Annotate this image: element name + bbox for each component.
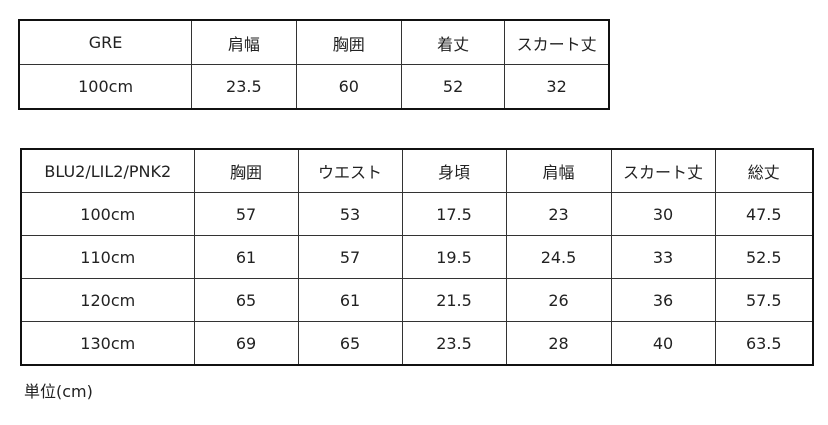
value-cell: 69 bbox=[193, 321, 299, 366]
value-cell: 40 bbox=[610, 321, 716, 366]
value-cell: 57.5 bbox=[714, 278, 814, 322]
value-cell: 26 bbox=[505, 278, 612, 322]
value-cell: 47.5 bbox=[714, 192, 814, 236]
table-row: 130cm 69 65 23.5 28 40 63.5 bbox=[20, 321, 814, 366]
header-cell: 身頃 bbox=[401, 148, 507, 193]
size-table-blu-lil-pnk: BLU2/LIL2/PNK2 胸囲 ウエスト 身頃 肩幅 スカート丈 総丈 100cm 57 53… bbox=[20, 148, 814, 366]
value-cell: 65 bbox=[297, 321, 403, 366]
header-cell: 胸囲 bbox=[193, 148, 299, 193]
header-cell: ウエスト bbox=[297, 148, 403, 193]
value-cell: 52.5 bbox=[714, 235, 814, 279]
header-cell: 胸囲 bbox=[295, 19, 403, 65]
header-cell: 肩幅 bbox=[505, 148, 612, 193]
size-cell: 100cm bbox=[20, 192, 195, 236]
table-row: 100cm 57 53 17.5 23 30 47.5 bbox=[20, 192, 814, 236]
value-cell: 19.5 bbox=[401, 235, 507, 279]
value-cell: 23.5 bbox=[401, 321, 507, 366]
value-cell: 60 bbox=[295, 64, 403, 110]
unit-note: 単位(cm) bbox=[24, 382, 93, 401]
value-cell: 23.5 bbox=[191, 64, 297, 110]
value-cell: 24.5 bbox=[505, 235, 612, 279]
header-cell: 着丈 bbox=[401, 19, 506, 65]
table-row: 100cm 23.5 60 52 32 bbox=[18, 64, 610, 110]
header-cell: スカート丈 bbox=[610, 148, 716, 193]
header-cell: GRE bbox=[18, 19, 193, 65]
value-cell: 23 bbox=[505, 192, 612, 236]
value-cell: 17.5 bbox=[401, 192, 507, 236]
value-cell: 30 bbox=[610, 192, 716, 236]
value-cell: 21.5 bbox=[401, 278, 507, 322]
table-row: 120cm 65 61 21.5 26 36 57.5 bbox=[20, 278, 814, 322]
header-row: GRE 肩幅 胸囲 着丈 スカート丈 bbox=[18, 19, 610, 65]
value-cell: 36 bbox=[610, 278, 716, 322]
header-cell: 肩幅 bbox=[191, 19, 297, 65]
size-cell: 110cm bbox=[20, 235, 195, 279]
size-table-gre: GRE 肩幅 胸囲 着丈 スカート丈 100cm 23.5 60 52 32 bbox=[18, 19, 610, 110]
value-cell: 28 bbox=[505, 321, 612, 366]
value-cell: 57 bbox=[297, 235, 403, 279]
header-cell: スカート丈 bbox=[504, 19, 610, 65]
value-cell: 65 bbox=[193, 278, 299, 322]
value-cell: 33 bbox=[610, 235, 716, 279]
value-cell: 32 bbox=[504, 64, 610, 110]
header-cell: 総丈 bbox=[714, 148, 814, 193]
value-cell: 61 bbox=[297, 278, 403, 322]
value-cell: 57 bbox=[193, 192, 299, 236]
size-cell: 120cm bbox=[20, 278, 195, 322]
size-cell: 130cm bbox=[20, 321, 195, 366]
table-row: 110cm 61 57 19.5 24.5 33 52.5 bbox=[20, 235, 814, 279]
value-cell: 61 bbox=[193, 235, 299, 279]
header-cell: BLU2/LIL2/PNK2 bbox=[20, 148, 195, 193]
header-row: BLU2/LIL2/PNK2 胸囲 ウエスト 身頃 肩幅 スカート丈 総丈 bbox=[20, 148, 814, 193]
size-cell: 100cm bbox=[18, 64, 193, 110]
value-cell: 52 bbox=[401, 64, 506, 110]
value-cell: 63.5 bbox=[714, 321, 814, 366]
value-cell: 53 bbox=[297, 192, 403, 236]
